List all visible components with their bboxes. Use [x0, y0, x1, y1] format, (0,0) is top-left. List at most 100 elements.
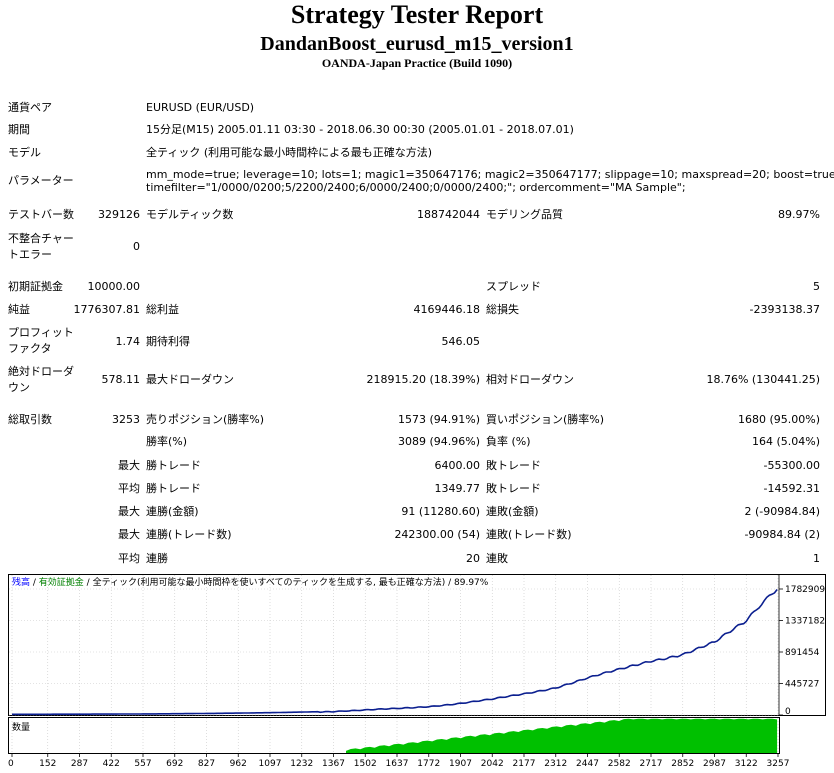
label-period: 期間: [8, 123, 30, 136]
label-largest-2: 最大: [118, 505, 140, 518]
label-cons-losses-money: 連敗(金額): [486, 505, 539, 518]
label-largest-1: 最大: [118, 459, 140, 472]
legend-model: 全ティック(利用可能な最小時間枠を使いすべてのティックを生成する, 最も正確な方…: [93, 576, 446, 588]
y-tick-label: 1782909: [785, 585, 825, 595]
x-tick-label: 2717: [640, 759, 663, 769]
x-tick-label: 2987: [703, 759, 726, 769]
label-largest-win: 勝トレード: [146, 459, 201, 472]
volume-label: 数量: [12, 721, 30, 733]
label-quality: モデリング品質: [486, 208, 563, 221]
x-tick-label: 1232: [290, 759, 313, 769]
value-ticks: 188742044: [417, 208, 480, 221]
value-avg-cons-losses: 1: [813, 552, 820, 565]
value-cons-profit: 242300.00 (54): [394, 528, 480, 541]
label-cons-profit: 連勝(トレード数): [146, 528, 232, 541]
x-tick-label: 557: [134, 759, 151, 769]
value-profit-trades: 3089 (94.96%): [397, 435, 480, 448]
label-largest-3: 最大: [118, 528, 140, 541]
label-max-drawdown: 最大ドローダウン: [146, 373, 234, 386]
value-period: 15分足(M15) 2005.01.11 03:30 - 2018.06.30 …: [146, 123, 574, 136]
x-tick-label: 1502: [354, 759, 377, 769]
label-relative-drawdown: 相対ドローダウン: [486, 373, 574, 386]
label-average-win: 勝トレード: [146, 482, 201, 495]
x-tick-label: 1097: [259, 759, 282, 769]
value-parameters-line2: timefilter="1/0000/0200;5/2200/2400;6/00…: [146, 181, 686, 194]
x-tick-label: 3122: [735, 759, 758, 769]
value-expected-payoff: 546.05: [441, 335, 481, 348]
label-gross-loss: 総損失: [486, 303, 519, 316]
value-bars: 329126: [98, 208, 140, 221]
label-model: モデル: [8, 146, 41, 159]
label-average-loss: 敗トレード: [486, 482, 541, 495]
balance-chart-frame: [8, 574, 826, 716]
value-profit-factor: 1.74: [115, 335, 141, 348]
x-tick-label: 422: [103, 759, 120, 769]
label-average-1: 平均: [118, 482, 140, 495]
value-parameters-line1: mm_mode=true; leverage=10; lots=1; magic…: [146, 168, 834, 181]
value-quality: 89.97%: [778, 208, 820, 221]
label-mismatch: 不整合チャートエラー: [8, 232, 74, 261]
x-tick-label: 827: [198, 759, 215, 769]
y-tick-label: 1337182: [785, 617, 825, 627]
label-deposit: 初期証拠金: [8, 280, 63, 293]
report-title: Strategy Tester Report: [290, 0, 544, 29]
label-expected-payoff: 期待利得: [146, 335, 190, 348]
x-tick-label: 3257: [767, 759, 790, 769]
label-loss-trades: 負率 (%): [486, 435, 531, 448]
x-tick-label: 1772: [417, 759, 440, 769]
label-short-positions: 売りポジション(勝率%): [146, 413, 265, 426]
value-loss-trades: 164 (5.04%): [751, 435, 820, 448]
server-name: OANDA-Japan Practice (Build 1090): [321, 56, 513, 70]
label-long-positions: 買いポジション(勝率%): [486, 413, 605, 426]
label-bars: テストバー数: [8, 208, 74, 221]
y-tick-label: 891454: [785, 648, 820, 658]
value-average-win: 1349.77: [434, 482, 481, 495]
label-absolute-drawdown: 絶対ドローダウン: [8, 365, 74, 394]
x-tick-label: 152: [39, 759, 56, 769]
value-gross-profit: 4169446.18: [413, 303, 480, 316]
y-axis-labels: 1782909 1337182 891454 445727 0: [785, 585, 825, 717]
y-tick-label: 445727: [785, 680, 819, 690]
legend-balance: 残高: [12, 576, 30, 588]
label-largest-loss: 敗トレード: [486, 459, 541, 472]
value-spread: 5: [813, 280, 820, 293]
volume-area: [346, 718, 778, 753]
label-ticks: モデルティック数: [146, 208, 234, 221]
value-largest-win: 6400.00: [434, 459, 481, 472]
value-avg-cons-wins: 20: [466, 552, 480, 565]
label-total-trades: 総取引数: [8, 413, 52, 426]
x-tick-label: 2447: [576, 759, 599, 769]
balance-chart: 1782909 1337182 891454 445727 0 残高 / 有効証拠金 /…: [8, 574, 826, 769]
value-gross-loss: -2393138.37: [749, 303, 820, 316]
value-largest-loss: -55300.00: [763, 459, 820, 472]
label-symbol: 通貨ペア: [8, 101, 52, 114]
legend-quality: 89.97%: [454, 578, 489, 588]
value-symbol: EURUSD (EUR/USD): [146, 101, 255, 114]
label-profit-trades: 勝率(%): [146, 435, 188, 448]
label-avg-cons-losses: 連敗: [486, 552, 508, 565]
x-tick-label: 2582: [608, 759, 631, 769]
value-model: 全ティック (利用可能な最小時間枠による最も正確な方法): [146, 146, 433, 159]
label-net-profit: 純益: [8, 303, 30, 316]
x-tick-label: 2852: [671, 759, 694, 769]
label-average-2: 平均: [118, 552, 140, 565]
value-total-trades: 3253: [112, 413, 140, 426]
x-tick-label: 1367: [322, 759, 345, 769]
label-spread: スプレッド: [486, 280, 541, 293]
value-average-loss: -14592.31: [763, 482, 820, 495]
value-absolute-drawdown: 578.11: [101, 373, 141, 386]
label-cons-wins-money: 連勝(金額): [146, 505, 199, 518]
label-gross-profit: 総利益: [146, 303, 179, 316]
x-tick-label: 1637: [386, 759, 409, 769]
balance-line: [12, 589, 778, 716]
x-tick-label: 0: [8, 759, 14, 769]
chart-legend: 残高 / 有効証拠金 / 全ティック(利用可能な最小時間枠を使いすべてのティック…: [12, 576, 489, 588]
value-net-profit: 1776307.81: [73, 303, 140, 316]
x-tick-label: 962: [230, 759, 247, 769]
balance-chart-grid: [9, 575, 783, 716]
value-long-positions: 1680 (95.00%): [737, 413, 820, 426]
x-axis-labels: 0 152 287 422 557 692 827 962 1097 1232 1367 1502 16…: [8, 759, 789, 769]
value-cons-loss: -90984.84 (2): [744, 528, 820, 541]
label-profit-factor: プロフィットファクタ: [8, 326, 74, 355]
